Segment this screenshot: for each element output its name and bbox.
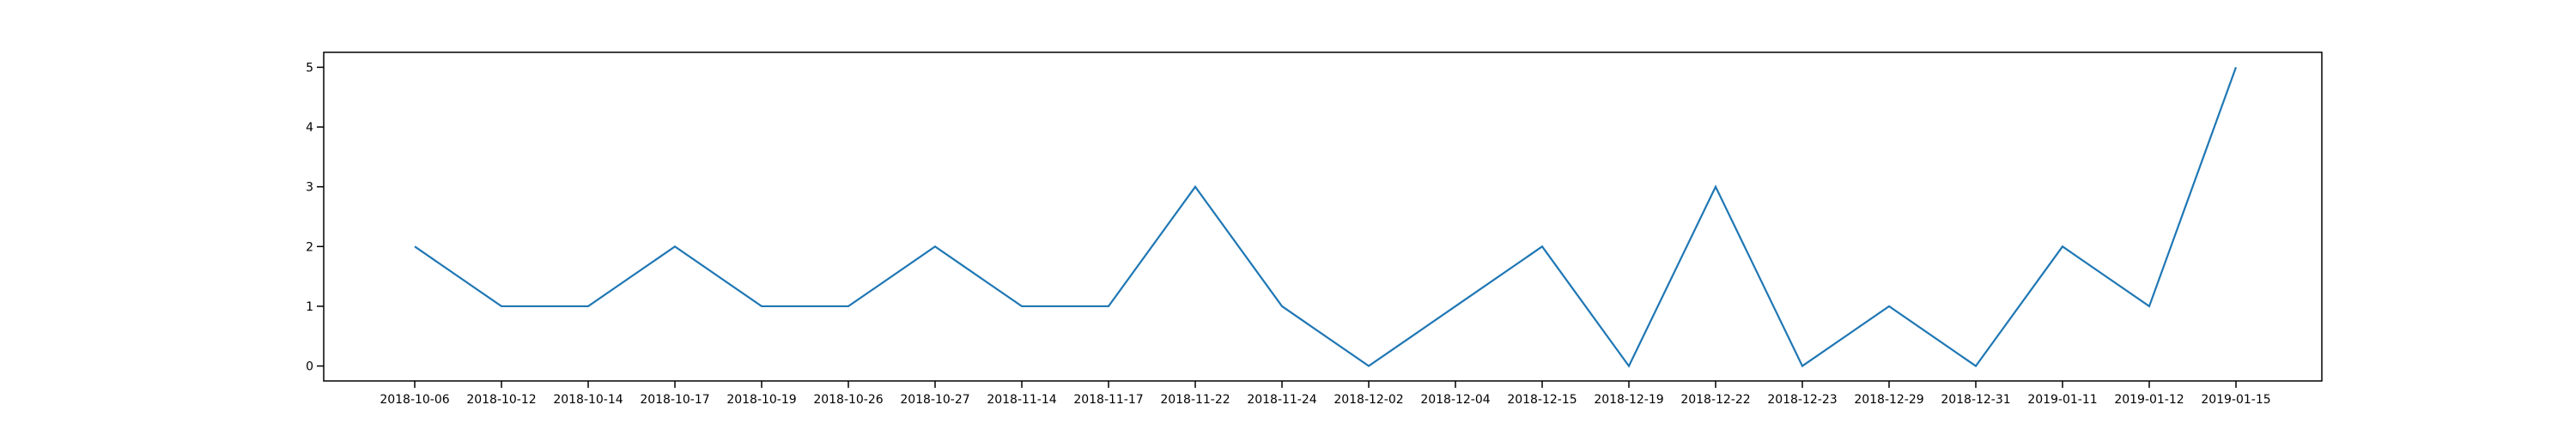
x-tick-label-19: 2019-01-11 [2027,393,2097,407]
x-tick-label-3: 2018-10-17 [640,393,709,407]
x-tick-label-7: 2018-11-14 [987,393,1056,407]
x-tick-label-4: 2018-10-19 [726,393,796,407]
x-tick-label-21: 2019-01-15 [2201,393,2270,407]
y-tick-label-1: 1 [306,300,313,314]
x-tick-label-1: 2018-10-12 [466,393,536,407]
x-tick-label-0: 2018-10-06 [380,393,449,407]
plot-area: 0 1 2 3 4 5 2018-10-06 2018-10-12 2018-10-14 2018… [306,51,2323,407]
x-tick-label-12: 2018-12-04 [1420,393,1490,407]
y-tick-label-5: 5 [306,61,313,75]
x-tick-label-8: 2018-11-17 [1073,393,1143,407]
x-tick-label-16: 2018-12-23 [1767,393,1837,407]
x-tick-label-6: 2018-10-27 [900,393,969,407]
y-tick-label-4: 4 [306,121,313,135]
series-line-0 [414,67,2238,368]
x-tick-label-10: 2018-11-24 [1247,393,1316,407]
x-tick-label-9: 2018-11-22 [1160,393,1230,407]
x-tick-label-17: 2018-12-29 [1854,393,1923,407]
x-tick-label-14: 2018-12-19 [1594,393,1663,407]
x-tick-label-15: 2018-12-22 [1680,393,1750,407]
x-tick-label-20: 2019-01-12 [2114,393,2184,407]
x-tick-label-13: 2018-12-15 [1507,393,1577,407]
y-tick-label-2: 2 [306,240,313,254]
x-tick-label-2: 2018-10-14 [553,393,623,407]
x-tick-label-5: 2018-10-26 [813,393,883,407]
x-tick-label-18: 2018-12-31 [1941,393,2010,407]
x-tick-label-11: 2018-12-02 [1334,393,1403,407]
axes-frame [323,51,2323,382]
y-tick-label-0: 0 [306,360,313,374]
y-tick-label-3: 3 [306,181,313,195]
